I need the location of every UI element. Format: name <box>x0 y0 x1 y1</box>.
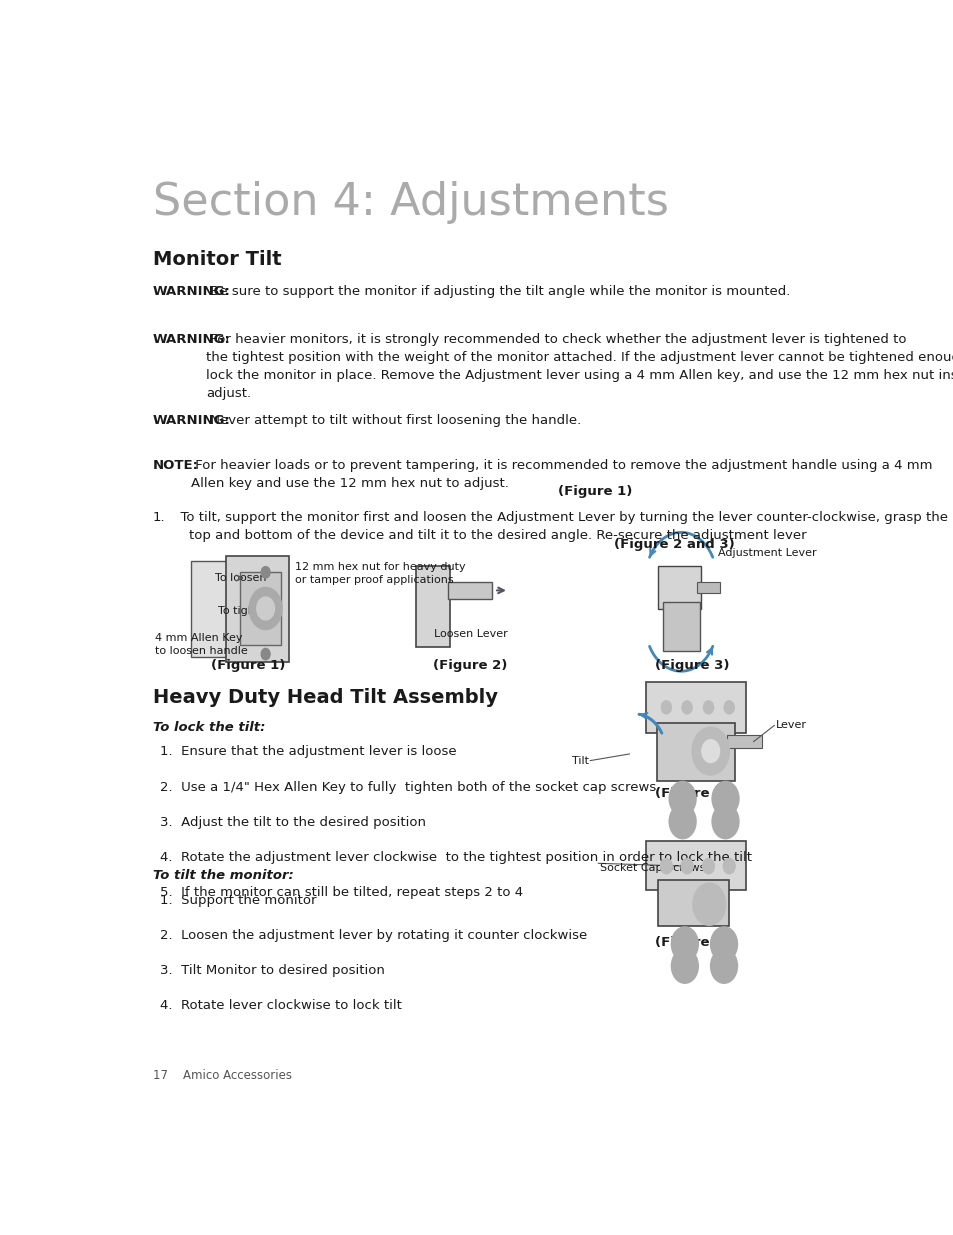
FancyBboxPatch shape <box>658 566 700 609</box>
Circle shape <box>702 700 713 714</box>
Text: (Figure 2 and 3): (Figure 2 and 3) <box>613 538 734 551</box>
FancyBboxPatch shape <box>696 582 720 593</box>
Text: To lock the tilt:: To lock the tilt: <box>152 721 265 734</box>
Text: 3.  Adjust the tilt to the desired position: 3. Adjust the tilt to the desired positi… <box>160 816 425 829</box>
Text: 5.  If the monitor can still be tilted, repeat steps 2 to 4: 5. If the monitor can still be tilted, r… <box>160 887 522 899</box>
Text: To tighten: To tighten <box>217 606 273 616</box>
Text: 1.  Ensure that the adjustment lever is loose: 1. Ensure that the adjustment lever is l… <box>160 746 456 758</box>
Circle shape <box>256 597 274 620</box>
FancyBboxPatch shape <box>191 561 229 657</box>
Text: To tilt the monitor:: To tilt the monitor: <box>152 869 293 882</box>
Circle shape <box>669 782 696 816</box>
Circle shape <box>660 700 671 714</box>
Text: 4 mm Allen Key
to loosen handle: 4 mm Allen Key to loosen handle <box>154 634 247 656</box>
Text: 1.: 1. <box>152 511 165 525</box>
Circle shape <box>723 700 734 714</box>
Text: WARNING:: WARNING: <box>152 285 231 298</box>
Circle shape <box>722 858 735 874</box>
Text: Loosen Lever: Loosen Lever <box>433 630 507 640</box>
Circle shape <box>692 727 728 774</box>
Text: WARNING:: WARNING: <box>152 332 231 346</box>
FancyBboxPatch shape <box>448 582 492 599</box>
Text: For heavier monitors, it is strongly recommended to check whether the adjustment: For heavier monitors, it is strongly rec… <box>206 332 953 400</box>
Text: 2.  Use a 1/4" Hex Allen Key to fully  tighten both of the socket cap screws: 2. Use a 1/4" Hex Allen Key to fully tig… <box>160 781 656 794</box>
FancyBboxPatch shape <box>645 841 745 890</box>
Circle shape <box>671 927 698 961</box>
Text: Be sure to support the monitor if adjusting the tilt angle while the monitor is : Be sure to support the monitor if adjust… <box>206 285 789 298</box>
Text: (Figure 1): (Figure 1) <box>212 658 286 672</box>
FancyBboxPatch shape <box>226 556 289 662</box>
Text: Tilt: Tilt <box>571 756 588 766</box>
Circle shape <box>680 858 692 874</box>
Text: To tilt, support the monitor first and loosen the Adjustment Lever by turning th: To tilt, support the monitor first and l… <box>172 511 946 542</box>
FancyBboxPatch shape <box>416 566 450 647</box>
Text: 17    Amico Accessories: 17 Amico Accessories <box>152 1070 292 1082</box>
Text: (Figure 2): (Figure 2) <box>433 658 507 672</box>
Text: NOTE:: NOTE: <box>152 459 198 472</box>
Circle shape <box>261 648 270 659</box>
Text: 4.  Rotate the adjustment lever clockwise  to the tightest position in order to : 4. Rotate the adjustment lever clockwise… <box>160 851 751 864</box>
Circle shape <box>659 858 672 874</box>
Text: (Figure 5): (Figure 5) <box>655 936 729 948</box>
Text: Adjustment Lever: Adjustment Lever <box>718 547 816 557</box>
Text: WARNING:: WARNING: <box>152 415 231 427</box>
Text: Socket Cap Screws: Socket Cap Screws <box>599 863 704 873</box>
Circle shape <box>710 927 737 961</box>
Circle shape <box>261 567 270 578</box>
Text: 4.  Rotate lever clockwise to lock tilt: 4. Rotate lever clockwise to lock tilt <box>160 999 401 1013</box>
Circle shape <box>692 883 725 925</box>
Text: For heavier loads or to prevent tampering, it is recommended to remove the adjus: For heavier loads or to prevent tamperin… <box>191 459 931 490</box>
FancyBboxPatch shape <box>662 601 699 651</box>
Text: (Figure 3): (Figure 3) <box>655 658 729 672</box>
Circle shape <box>701 858 714 874</box>
FancyBboxPatch shape <box>726 735 760 748</box>
Text: Heavy Duty Head Tilt Assembly: Heavy Duty Head Tilt Assembly <box>152 688 497 708</box>
Text: (Figure 1): (Figure 1) <box>558 485 632 498</box>
Circle shape <box>701 740 719 762</box>
FancyBboxPatch shape <box>658 881 728 926</box>
Circle shape <box>681 700 692 714</box>
Circle shape <box>712 782 738 816</box>
Circle shape <box>712 804 738 839</box>
FancyBboxPatch shape <box>656 722 735 781</box>
Text: 2.  Loosen the adjustment lever by rotating it counter clockwise: 2. Loosen the adjustment lever by rotati… <box>160 929 586 942</box>
FancyBboxPatch shape <box>239 572 281 645</box>
Text: 3.  Tilt Monitor to desired position: 3. Tilt Monitor to desired position <box>160 965 384 977</box>
Text: (Figure 4): (Figure 4) <box>655 787 729 800</box>
Circle shape <box>710 948 737 983</box>
Circle shape <box>249 588 282 630</box>
Circle shape <box>671 948 698 983</box>
Text: Never attempt to tilt without first loosening the handle.: Never attempt to tilt without first loos… <box>206 415 580 427</box>
Text: Lever: Lever <box>775 720 806 730</box>
Text: 12 mm hex nut for heavy duty
or tamper proof applications: 12 mm hex nut for heavy duty or tamper p… <box>294 562 465 585</box>
FancyBboxPatch shape <box>645 682 745 734</box>
Text: 1.  Support the monitor: 1. Support the monitor <box>160 894 316 906</box>
Text: Monitor Tilt: Monitor Tilt <box>152 249 281 269</box>
Text: Section 4: Adjustments: Section 4: Adjustments <box>152 182 668 225</box>
Circle shape <box>669 804 696 839</box>
Text: To loosen: To loosen <box>215 573 267 583</box>
